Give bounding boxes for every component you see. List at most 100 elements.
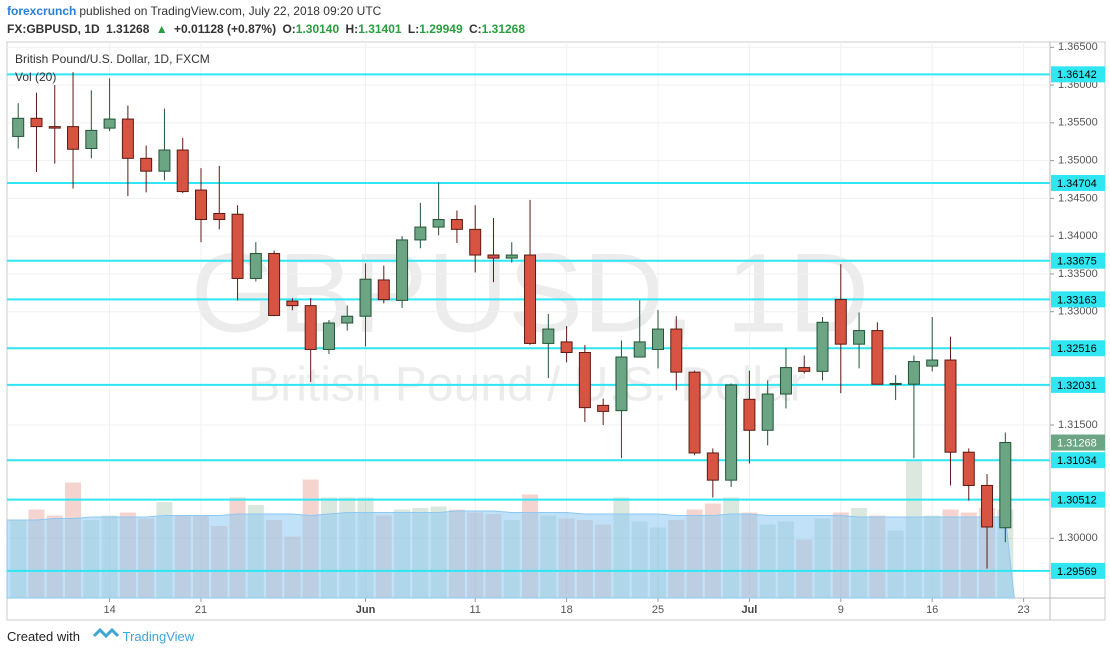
candle-body — [195, 189, 207, 221]
candle-body — [249, 253, 262, 279]
candle-body — [560, 341, 573, 353]
candle-body — [121, 118, 134, 159]
y-tick-label: 1.35500 — [1058, 117, 1098, 129]
level-tag — [1051, 376, 1105, 393]
candle-body — [999, 442, 1012, 529]
y-tick-label: 1.35000 — [1058, 155, 1098, 167]
candle-body — [67, 126, 80, 150]
level-label: 1.31034 — [1057, 455, 1097, 467]
x-tick-label: Jun — [356, 604, 376, 616]
candle-body — [213, 212, 226, 221]
candle-body — [670, 328, 683, 373]
level-label: 1.36142 — [1057, 69, 1097, 81]
o-label: O: — [282, 22, 296, 36]
level-label: 1.34704 — [1057, 178, 1097, 190]
y-tick-label: 1.34000 — [1058, 230, 1098, 242]
arrow: ▲ — [155, 22, 168, 36]
x-tick-label: 25 — [652, 604, 664, 616]
candle-body — [743, 398, 756, 431]
x-tick-label: 18 — [560, 604, 572, 616]
author[interactable]: forexcrunch — [7, 4, 77, 18]
candle-body — [414, 226, 427, 241]
frame — [6, 41, 1106, 621]
level-tag — [1051, 252, 1105, 269]
published: published on TradingView.com, July 22, 2… — [79, 4, 382, 18]
candle-body — [12, 117, 25, 137]
level-tag — [1051, 491, 1105, 508]
candle-body — [725, 384, 738, 481]
candle-body — [176, 149, 189, 193]
candle-body — [524, 254, 537, 344]
change: +0.01128 (+0.87%) — [174, 22, 277, 36]
brand[interactable]: TradingView — [122, 629, 195, 644]
candle-body — [944, 359, 957, 453]
level-label: 1.32516 — [1057, 343, 1097, 355]
candle-body — [578, 351, 591, 409]
candle-body — [359, 278, 372, 317]
x-tick-label: 23 — [1017, 604, 1029, 616]
last-price-tag — [1051, 434, 1105, 451]
l-label: L: — [407, 22, 420, 36]
candle-body — [981, 484, 994, 528]
candle-body — [469, 228, 482, 256]
candle-body — [231, 213, 244, 279]
candle-body — [706, 452, 719, 481]
l: 1.29949 — [419, 22, 463, 36]
o: 1.30140 — [295, 22, 340, 36]
symbol: FX:GBPUSD, 1D — [7, 22, 100, 36]
c-label: C: — [468, 22, 482, 36]
candle-body — [798, 367, 811, 372]
level-label: 1.32031 — [1057, 380, 1097, 392]
candle-body — [633, 341, 646, 358]
candle-body — [268, 253, 281, 316]
volume-ma — [6, 510, 1015, 599]
y-tick-label: 1.31500 — [1058, 419, 1098, 431]
candle-body — [432, 219, 445, 228]
candle-body — [377, 279, 390, 301]
candle-body — [396, 239, 409, 301]
level-label: 1.33163 — [1057, 294, 1097, 306]
level-tag — [1051, 66, 1105, 83]
candle-body — [853, 330, 866, 345]
level-tag — [1051, 291, 1105, 308]
candle-body — [907, 361, 920, 385]
candle-body — [505, 254, 518, 259]
x-tick-label: 14 — [103, 604, 115, 616]
candle-body — [30, 117, 43, 128]
candle-body — [103, 118, 116, 129]
candle-body — [615, 356, 628, 412]
x-tick-label: 16 — [926, 604, 938, 616]
candle-body — [688, 371, 701, 454]
candle-body — [341, 315, 354, 324]
last: 1.31268 — [106, 22, 150, 36]
chart-title: British Pound/U.S. Dollar, 1D, FXCM — [15, 52, 210, 66]
candle-body — [816, 321, 829, 372]
created: Created with — [7, 629, 80, 644]
last-price-label: 1.31268 — [1057, 437, 1097, 449]
candle-body — [652, 328, 664, 350]
volume-label: Vol (20) — [15, 70, 56, 84]
y-tick-label: 1.33500 — [1058, 268, 1098, 280]
h-label: H: — [345, 22, 359, 36]
logo — [92, 627, 120, 639]
candle-body — [304, 305, 317, 350]
x-tick-label: 9 — [838, 604, 844, 616]
footer: Created with TradingView — [7, 629, 197, 644]
x-tick-label: 11 — [469, 604, 480, 616]
level-label: 1.30512 — [1057, 495, 1097, 507]
candle-body — [322, 322, 335, 350]
candle-body — [871, 330, 884, 385]
candle-body — [779, 367, 792, 395]
x-tick-label: Jul — [741, 604, 757, 616]
candle-body — [834, 299, 847, 345]
candle-body — [158, 149, 171, 172]
level-tag — [1051, 340, 1105, 357]
h: 1.31401 — [358, 22, 402, 36]
candle-body — [926, 359, 939, 367]
candle-body — [286, 300, 299, 307]
candle-body — [962, 451, 975, 486]
level-tag — [1051, 452, 1105, 469]
candle-body — [48, 126, 61, 129]
